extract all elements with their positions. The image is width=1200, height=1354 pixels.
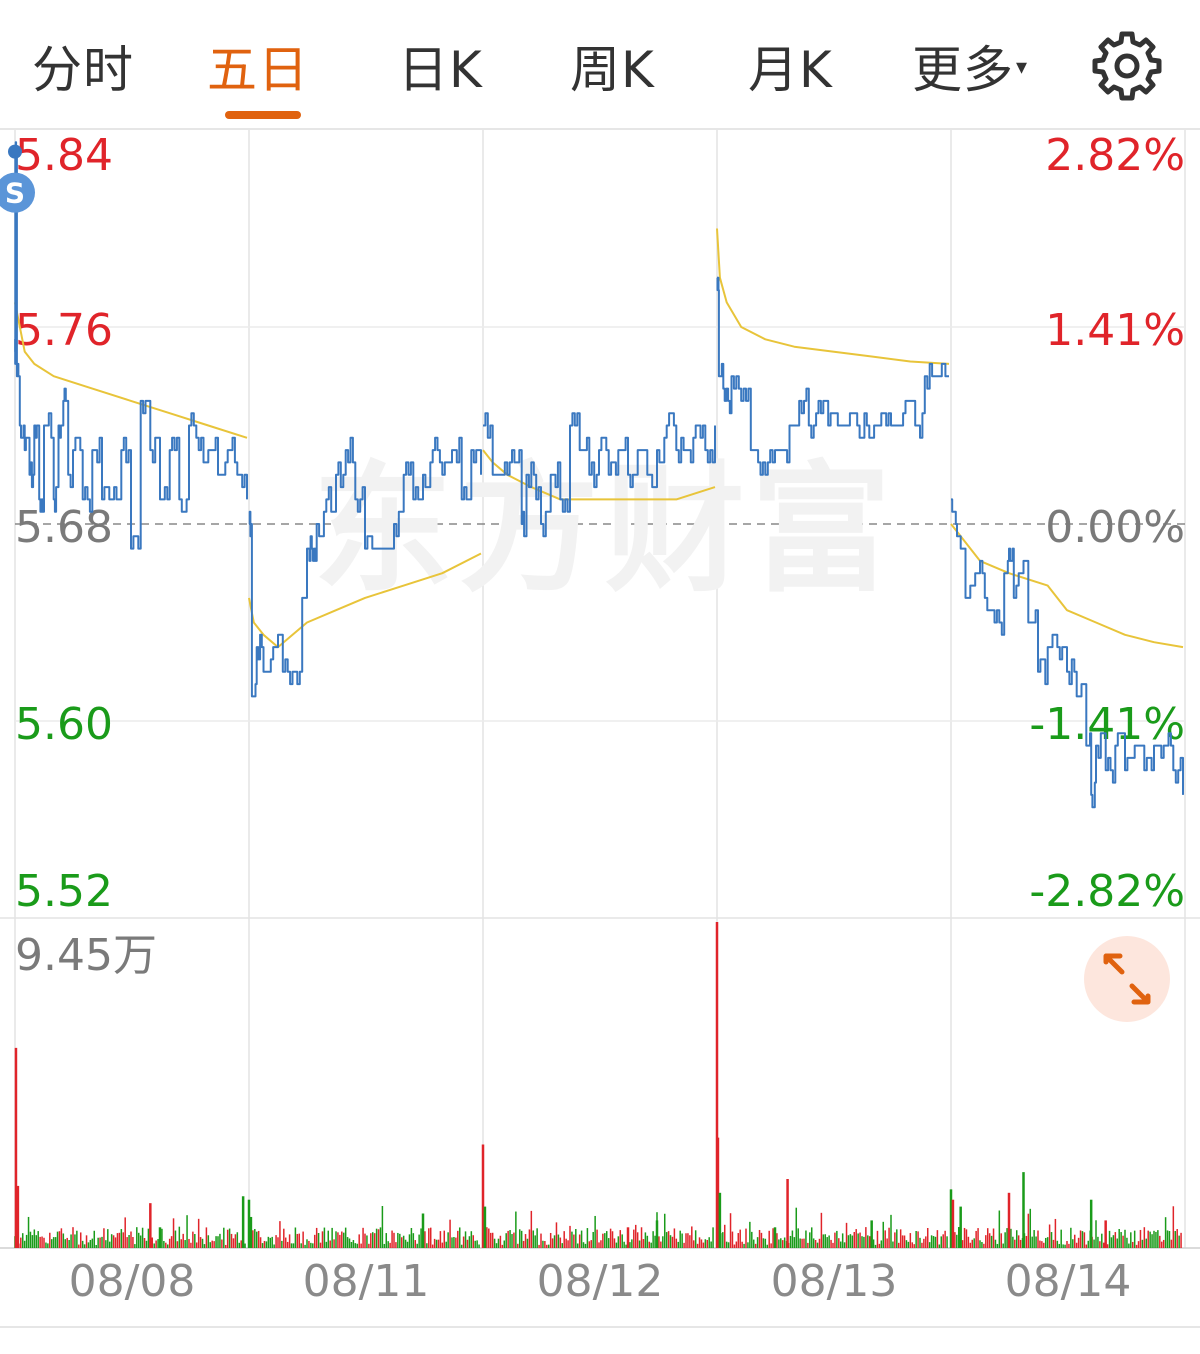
s-badge-label: S — [5, 177, 25, 210]
average-price-line — [14, 302, 248, 439]
tab-more-label: 更多 — [912, 41, 1014, 99]
header-divider — [0, 128, 1200, 130]
chevron-down-icon: ▾ — [1016, 55, 1029, 80]
tab-five-day[interactable]: 五日 — [207, 41, 309, 99]
y-tick-label: 5.68 — [15, 502, 113, 553]
average-price-line — [716, 228, 950, 365]
volume-max-label: 9.45万 — [15, 930, 157, 981]
expand-diagonal-icon[interactable] — [1084, 936, 1170, 1022]
pct-tick-label: -1.41% — [1029, 699, 1185, 750]
tab-more[interactable]: 更多▾ — [912, 30, 1028, 102]
tab-daily-k[interactable]: 日K — [398, 41, 483, 99]
pct-tick-label: 2.82% — [1045, 130, 1185, 181]
x-date-label: 08/13 — [771, 1256, 898, 1307]
y-tick-label: 5.60 — [15, 699, 113, 750]
x-date-label: 08/08 — [69, 1256, 196, 1307]
tab-monthly-k[interactable]: 月K — [748, 41, 833, 99]
x-date-label: 08/11 — [303, 1256, 430, 1307]
y-tick-label: 5.52 — [15, 866, 113, 917]
y-tick-label: 5.84 — [15, 130, 113, 181]
pct-tick-label: 0.00% — [1045, 502, 1185, 553]
average-price-line — [950, 523, 1184, 649]
s-badge — [0, 172, 35, 213]
gear-icon[interactable] — [1090, 28, 1164, 102]
pct-tick-label: -2.82% — [1029, 866, 1185, 917]
start-dot — [8, 144, 22, 159]
price-line — [951, 498, 1184, 809]
period-tab-bar: 分时 五日 日K 周K 月K 更多▾ — [0, 0, 1200, 128]
tab-intraday[interactable]: 分时 — [32, 41, 134, 99]
average-price-line — [248, 552, 482, 649]
active-tab-indicator — [225, 111, 301, 119]
price-line — [483, 412, 716, 538]
price-line — [248, 436, 482, 698]
tab-weekly-k[interactable]: 周K — [570, 41, 655, 99]
footer-divider — [0, 1326, 1200, 1328]
y-tick-label: 5.76 — [15, 305, 113, 356]
price-line — [14, 141, 248, 550]
pct-tick-label: 1.41% — [1045, 305, 1185, 356]
x-date-label: 08/14 — [1005, 1256, 1132, 1307]
price-line — [716, 276, 949, 476]
x-date-label: 08/12 — [537, 1256, 664, 1307]
